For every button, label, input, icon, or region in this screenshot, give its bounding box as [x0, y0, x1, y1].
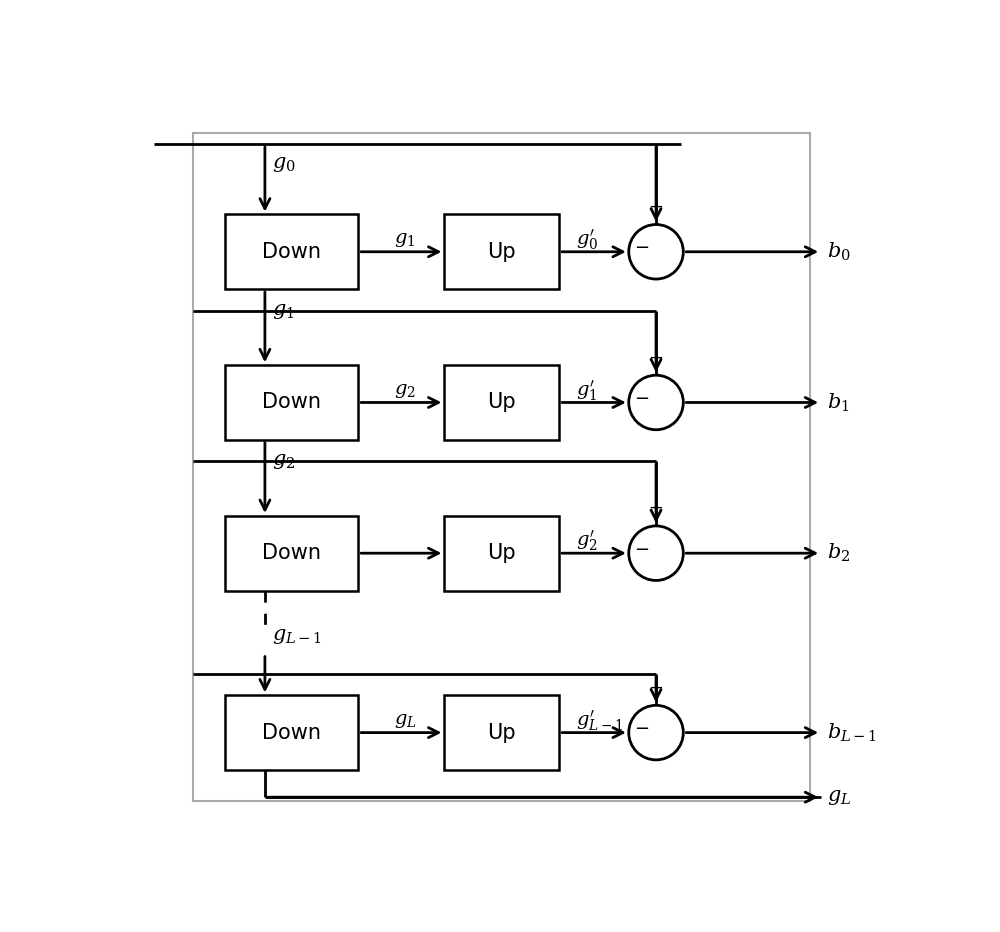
Bar	[225, 695, 358, 770]
Text: $b_{L-1}$: $b_{L-1}$	[827, 721, 877, 744]
Bar	[193, 133, 810, 801]
Bar	[225, 516, 358, 591]
Bar	[444, 365, 559, 440]
Circle shape	[629, 225, 683, 279]
Text: Up: Up	[487, 722, 516, 743]
Text: Down: Down	[262, 722, 321, 743]
Text: −: −	[634, 541, 649, 558]
Text: $g_L$: $g_L$	[394, 711, 417, 730]
Text: +: +	[649, 198, 664, 216]
Circle shape	[629, 376, 683, 430]
Text: $b_1$: $b_1$	[827, 391, 849, 414]
Text: $g_{L-1}$: $g_{L-1}$	[272, 625, 322, 646]
Text: Down: Down	[262, 392, 321, 413]
Text: +: +	[649, 349, 664, 366]
Text: $b_2$: $b_2$	[827, 542, 850, 565]
Text: $g_1$: $g_1$	[272, 301, 295, 321]
Text: Down: Down	[262, 543, 321, 563]
Text: −: −	[634, 240, 649, 257]
Bar	[225, 365, 358, 440]
Text: Up: Up	[487, 241, 516, 262]
Text: $g_L$: $g_L$	[827, 788, 851, 807]
Bar	[444, 214, 559, 289]
Text: Up: Up	[487, 543, 516, 563]
Text: Down: Down	[262, 241, 321, 262]
Bar	[225, 214, 358, 289]
Bar	[444, 516, 559, 591]
Text: +: +	[649, 678, 664, 697]
Text: $g_2$: $g_2$	[394, 381, 416, 400]
Text: $g_2$: $g_2$	[272, 451, 295, 472]
Text: Up: Up	[487, 392, 516, 413]
Text: $g_1^\prime$: $g_1^\prime$	[576, 378, 597, 403]
Text: $g_0$: $g_0$	[272, 154, 296, 174]
Text: $b_0$: $b_0$	[827, 240, 851, 263]
Text: −: −	[634, 720, 649, 738]
Text: $g_{L-1}^\prime$: $g_{L-1}^\prime$	[576, 708, 623, 733]
Text: $g_1$: $g_1$	[394, 230, 415, 249]
Text: +: +	[649, 500, 664, 517]
Text: −: −	[634, 390, 649, 408]
Circle shape	[629, 706, 683, 760]
Text: $g_2^\prime$: $g_2^\prime$	[576, 528, 598, 554]
Circle shape	[629, 526, 683, 581]
Bar	[444, 695, 559, 770]
Text: $g_0^\prime$: $g_0^\prime$	[576, 227, 598, 252]
